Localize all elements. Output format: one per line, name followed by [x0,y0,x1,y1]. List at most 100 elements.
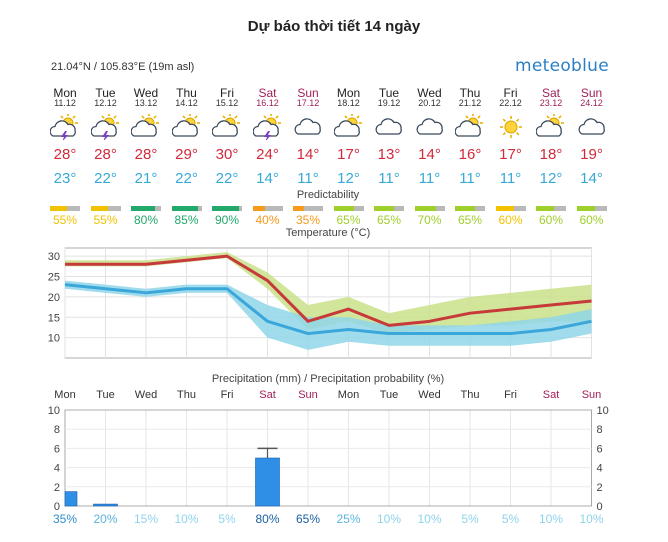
max-temperature: 28° [53,146,77,163]
precipitation-bar [64,491,78,507]
max-temperature: 13° [377,146,401,163]
temperature-y-tick: 10 [48,333,60,345]
day-date: 24.12 [580,98,603,108]
precipitation-y-tick-right: 2 [597,482,603,494]
day-date: 17.12 [296,98,320,108]
day-date: 21.12 [458,98,482,108]
temperature-y-tick: 15 [48,312,60,324]
min-temperature-line [64,283,592,336]
sun-cloud-icon [536,114,564,137]
predictability-value: 65% [376,213,402,227]
predictability-bar-fill [212,206,239,211]
temperature-y-tick: 20 [48,292,60,304]
day-date: 16.12 [256,98,279,108]
precipitation-day-label: Sun [298,389,318,401]
max-temperature: 17° [337,146,360,163]
precipitation-probability: 80% [255,512,279,526]
predictability-bar-rest [155,206,161,211]
precipitation-day-label: Thu [177,389,196,401]
precipitation-day-label: Wed [418,389,440,401]
day-date: 18.12 [337,98,360,108]
page-title: Dự báo thời tiết 14 ngày [247,18,421,35]
predictability-bar-rest [197,206,202,211]
sun-cloud-icon [333,114,362,137]
predictability-value: 40% [255,213,280,227]
precipitation-probability: 5% [461,512,479,526]
min-temperature: 21° [134,170,158,187]
predictability-bar-fill [90,206,108,211]
predictability-bar-fill [333,206,354,211]
sun-cloud-thunder-icon [90,114,119,140]
day-name: Wed [133,86,159,100]
day-date: 11.12 [54,98,76,108]
predictability-label: Predictability [296,189,360,201]
precipitation-day-label: Thu [461,389,480,401]
precipitation-y-tick-left: 0 [54,501,60,513]
precipitation-probability: 10% [417,512,441,526]
predictability-bar-rest [353,206,364,211]
max-temperature: 16° [458,146,482,163]
predictability-bar-rest [67,206,80,211]
sun-cloud-icon [212,114,240,137]
day-name: Sat [541,86,560,100]
precipitation-day-label: Sat [259,389,276,401]
precipitation-probability: 65% [296,512,320,526]
predictability-bar-rest [239,206,242,211]
precipitation-plot-area [64,409,592,507]
precipitation-probability: 10% [174,512,198,526]
min-temperature: 23° [53,170,77,187]
day-date: 22.12 [499,98,522,108]
day-name: Sat [258,86,277,100]
precipitation-y-tick-left: 10 [48,405,60,417]
predictability-value: 65% [457,213,483,227]
meteoblue-logo[interactable]: meteoblue [515,56,609,76]
cloud-icon [578,118,605,135]
predictability-bar-fill [495,206,514,211]
min-temperature: 11° [499,170,522,187]
precipitation-probability: 10% [579,512,603,526]
day-date: 20.12 [418,98,441,108]
predictability-bar-rest [304,206,323,211]
sun-cloud-icon [171,114,200,137]
predictability-value: 60% [498,213,523,227]
day-date: 12.12 [94,98,117,108]
max-temperature-range [65,252,592,334]
precipitation-day-label: Sun [582,389,602,401]
precipitation-y-tick-left: 8 [54,424,60,436]
predictability-value: 35% [295,213,321,227]
precipitation-day-label: Fri [504,389,517,401]
precipitation-y-tick-right: 6 [597,443,603,455]
precipitation-day-label: Fri [221,389,234,401]
temperature-y-tick: 25 [48,272,60,284]
max-temperature: 14° [418,146,441,163]
predictability-value: 65% [336,213,361,227]
predictability-bar-fill [414,206,436,211]
day-name: Thu [459,86,481,100]
max-temperature: 19° [580,146,603,163]
day-name: Thu [176,86,197,100]
max-temperature: 18° [539,146,563,163]
predictability-bar-rest [435,206,445,211]
predictability-value: 90% [214,213,240,227]
day-name: Sun [297,86,319,100]
min-temperature: 22° [175,170,198,187]
location-coordinates: 21.04°N / 105.83°E (19m asl) [51,61,195,73]
predictability-bar-rest [394,206,404,211]
predictability-bar-fill [252,206,265,211]
day-date: 23.12 [539,98,563,108]
precipitation-day-label: Mon [338,389,359,401]
precipitation-probability: 5% [502,512,520,526]
min-temperature: 14° [580,170,603,187]
day-name: Wed [417,86,442,100]
day-date: 13.12 [134,98,158,108]
max-temperature-line [65,254,592,327]
precipitation-y-tick-right: 4 [597,463,603,475]
sun-cloud-icon [455,114,483,137]
cloud-icon [375,118,402,135]
max-temperature: 30° [215,146,239,163]
predictability-bar-rest [554,206,566,211]
precipitation-day-label: Wed [135,389,157,401]
min-temperature: 11° [418,170,441,187]
predictability-value: 60% [579,213,604,227]
predictability-value: 60% [538,213,564,227]
